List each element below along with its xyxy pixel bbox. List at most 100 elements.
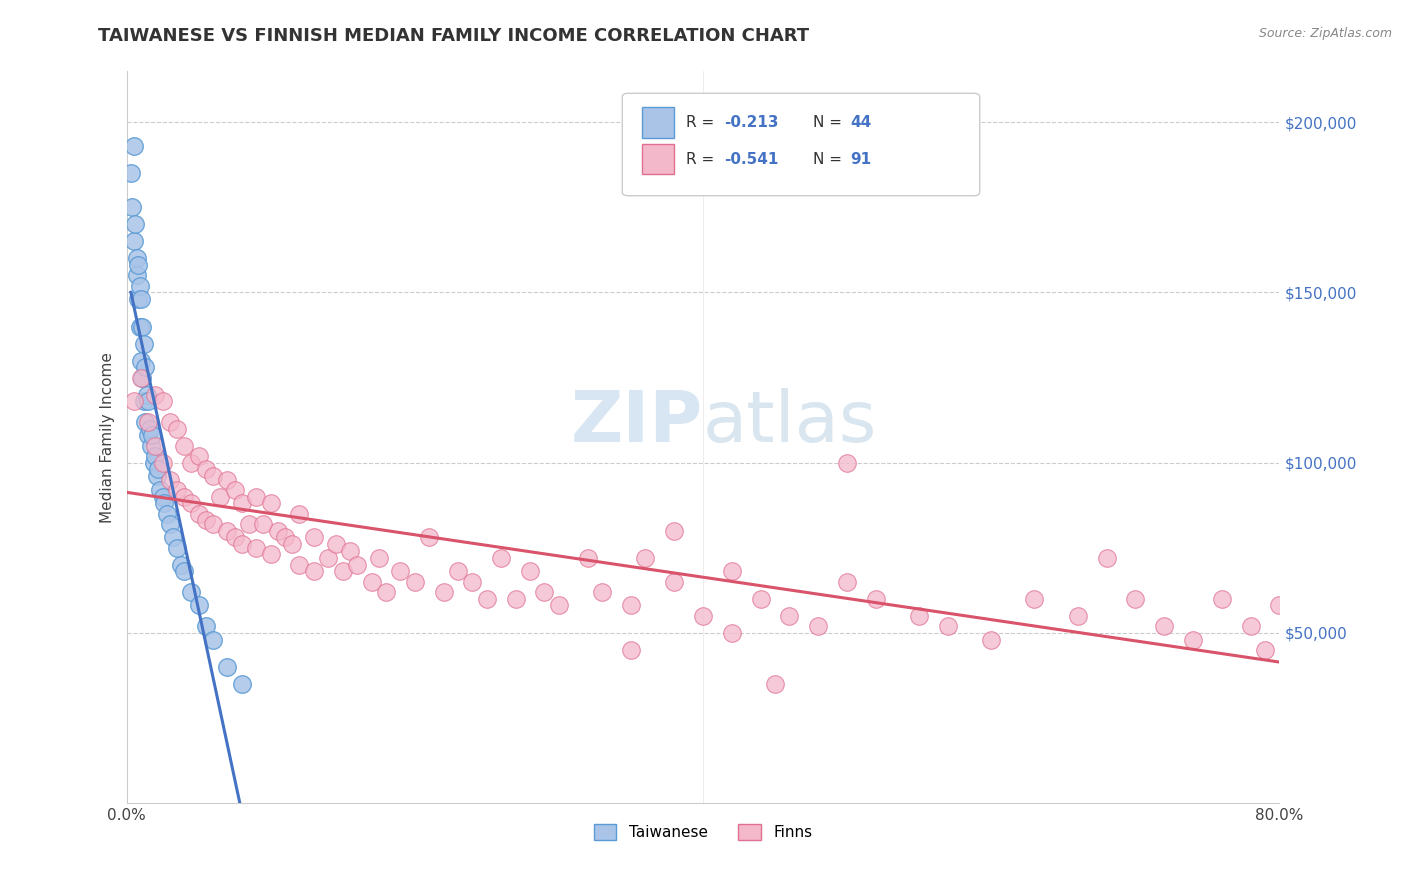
- Point: [252, 516, 274, 531]
- Point: [404, 574, 426, 589]
- Point: [620, 599, 643, 613]
- Point: [259, 496, 281, 510]
- Point: [245, 490, 267, 504]
- Point: [180, 456, 202, 470]
- Point: [166, 541, 188, 555]
- Point: [122, 139, 145, 153]
- Point: [519, 565, 541, 579]
- Point: [152, 394, 174, 409]
- Point: [129, 370, 152, 384]
- Point: [146, 469, 169, 483]
- Point: [288, 507, 311, 521]
- Point: [131, 319, 153, 334]
- Point: [936, 619, 959, 633]
- Point: [124, 218, 146, 232]
- Point: [194, 462, 217, 476]
- Text: Source: ZipAtlas.com: Source: ZipAtlas.com: [1258, 27, 1392, 40]
- Point: [134, 360, 156, 375]
- Point: [162, 531, 184, 545]
- Point: [128, 278, 150, 293]
- Text: atlas: atlas: [703, 388, 877, 457]
- Point: [238, 516, 260, 531]
- Bar: [643, 107, 675, 138]
- Point: [389, 565, 412, 579]
- Point: [127, 258, 149, 272]
- Point: [145, 439, 166, 453]
- Point: [122, 394, 145, 409]
- Point: [194, 619, 217, 633]
- Point: [187, 449, 209, 463]
- Point: [231, 677, 253, 691]
- Text: TAIWANESE VS FINNISH MEDIAN FAMILY INCOME CORRELATION CHART: TAIWANESE VS FINNISH MEDIAN FAMILY INCOM…: [98, 27, 810, 45]
- Point: [288, 558, 311, 572]
- Point: [339, 544, 361, 558]
- Point: [159, 473, 181, 487]
- Point: [180, 585, 202, 599]
- Point: [302, 565, 325, 579]
- Point: [129, 353, 152, 368]
- Point: [267, 524, 290, 538]
- Point: [620, 642, 643, 657]
- Point: [281, 537, 304, 551]
- Point: [807, 619, 830, 633]
- Point: [121, 201, 143, 215]
- Point: [1153, 619, 1175, 633]
- Point: [132, 394, 155, 409]
- Point: [173, 490, 195, 504]
- Point: [170, 558, 193, 572]
- Point: [152, 456, 174, 470]
- Y-axis label: Median Family Income: Median Family Income: [100, 351, 115, 523]
- Point: [128, 319, 150, 334]
- Point: [141, 428, 163, 442]
- Point: [418, 531, 440, 545]
- Point: [1211, 591, 1233, 606]
- Point: [475, 591, 498, 606]
- Point: [166, 483, 188, 497]
- Text: N =: N =: [813, 152, 846, 167]
- Point: [865, 591, 887, 606]
- Text: -0.213: -0.213: [724, 115, 779, 130]
- Point: [576, 550, 599, 565]
- Point: [1254, 642, 1277, 657]
- Point: [591, 585, 613, 599]
- Point: [125, 268, 148, 283]
- Point: [136, 428, 159, 442]
- Point: [209, 490, 232, 504]
- Point: [127, 293, 149, 307]
- Point: [202, 516, 225, 531]
- Point: [217, 524, 239, 538]
- Point: [131, 370, 153, 384]
- Bar: [643, 144, 675, 175]
- Point: [145, 449, 166, 463]
- Point: [367, 550, 389, 565]
- Text: R =: R =: [686, 152, 718, 167]
- Point: [274, 531, 297, 545]
- Point: [332, 565, 354, 579]
- Point: [135, 387, 157, 401]
- Point: [231, 496, 253, 510]
- Point: [346, 558, 368, 572]
- Point: [980, 632, 1002, 647]
- Point: [721, 565, 744, 579]
- Point: [136, 415, 159, 429]
- Text: N =: N =: [813, 115, 846, 130]
- FancyBboxPatch shape: [623, 94, 980, 195]
- Point: [374, 585, 398, 599]
- Point: [664, 524, 686, 538]
- Point: [835, 574, 858, 589]
- Point: [134, 415, 156, 429]
- Point: [173, 565, 195, 579]
- Point: [447, 565, 470, 579]
- Text: -0.541: -0.541: [724, 152, 778, 167]
- Point: [217, 659, 239, 673]
- Point: [692, 608, 714, 623]
- Point: [148, 462, 170, 476]
- Point: [187, 599, 209, 613]
- Point: [505, 591, 527, 606]
- Point: [194, 513, 217, 527]
- Point: [721, 625, 744, 640]
- Point: [533, 585, 555, 599]
- Point: [202, 632, 225, 647]
- Point: [132, 336, 155, 351]
- Point: [1182, 632, 1205, 647]
